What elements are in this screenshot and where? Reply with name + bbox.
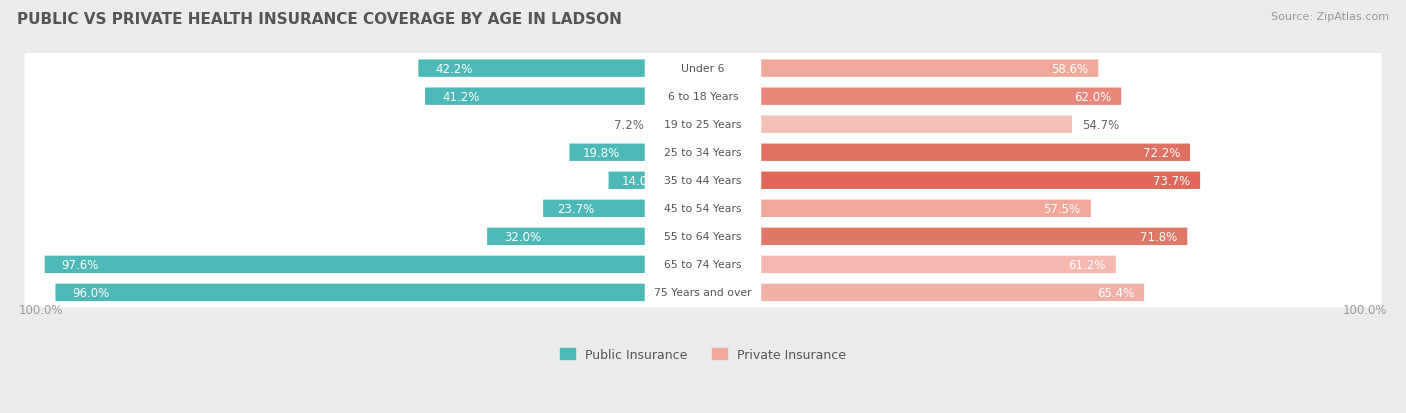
FancyBboxPatch shape xyxy=(645,254,761,275)
FancyBboxPatch shape xyxy=(703,172,1201,190)
FancyBboxPatch shape xyxy=(645,142,761,164)
FancyBboxPatch shape xyxy=(703,88,1121,106)
FancyBboxPatch shape xyxy=(24,82,1382,112)
Text: 7.2%: 7.2% xyxy=(614,119,644,131)
Text: 96.0%: 96.0% xyxy=(72,286,110,299)
FancyBboxPatch shape xyxy=(24,54,1382,84)
Text: 42.2%: 42.2% xyxy=(436,62,472,76)
Text: 19.8%: 19.8% xyxy=(583,146,620,159)
FancyBboxPatch shape xyxy=(645,58,761,80)
FancyBboxPatch shape xyxy=(24,278,1382,308)
Text: 32.0%: 32.0% xyxy=(503,230,541,243)
FancyBboxPatch shape xyxy=(703,200,1091,218)
FancyBboxPatch shape xyxy=(609,172,703,190)
FancyBboxPatch shape xyxy=(703,116,1071,133)
FancyBboxPatch shape xyxy=(45,256,703,273)
Text: 41.2%: 41.2% xyxy=(441,90,479,103)
FancyBboxPatch shape xyxy=(703,228,1187,245)
FancyBboxPatch shape xyxy=(24,110,1382,140)
Text: Under 6: Under 6 xyxy=(682,64,724,74)
FancyBboxPatch shape xyxy=(703,60,1098,78)
FancyBboxPatch shape xyxy=(645,170,761,192)
Text: 73.7%: 73.7% xyxy=(1153,174,1189,188)
FancyBboxPatch shape xyxy=(645,86,761,108)
Text: 35 to 44 Years: 35 to 44 Years xyxy=(664,176,742,186)
FancyBboxPatch shape xyxy=(24,222,1382,252)
FancyBboxPatch shape xyxy=(703,284,1144,301)
FancyBboxPatch shape xyxy=(24,166,1382,196)
FancyBboxPatch shape xyxy=(24,194,1382,224)
Text: 14.0%: 14.0% xyxy=(621,174,659,188)
Text: 57.5%: 57.5% xyxy=(1043,202,1081,215)
Text: 23.7%: 23.7% xyxy=(557,202,593,215)
FancyBboxPatch shape xyxy=(703,144,1189,161)
Text: 97.6%: 97.6% xyxy=(62,258,98,271)
Text: 45 to 54 Years: 45 to 54 Years xyxy=(664,204,742,214)
Text: 72.2%: 72.2% xyxy=(1143,146,1180,159)
Text: 61.2%: 61.2% xyxy=(1069,258,1105,271)
Text: 65 to 74 Years: 65 to 74 Years xyxy=(664,260,742,270)
FancyBboxPatch shape xyxy=(645,226,761,248)
FancyBboxPatch shape xyxy=(654,116,703,133)
Text: 6 to 18 Years: 6 to 18 Years xyxy=(668,92,738,102)
Text: 58.6%: 58.6% xyxy=(1052,62,1088,76)
FancyBboxPatch shape xyxy=(645,282,761,304)
FancyBboxPatch shape xyxy=(55,284,703,301)
FancyBboxPatch shape xyxy=(645,114,761,136)
Text: Source: ZipAtlas.com: Source: ZipAtlas.com xyxy=(1271,12,1389,22)
Text: 19 to 25 Years: 19 to 25 Years xyxy=(664,120,742,130)
FancyBboxPatch shape xyxy=(543,200,703,218)
FancyBboxPatch shape xyxy=(569,144,703,161)
Text: 100.0%: 100.0% xyxy=(1343,304,1388,316)
Text: 55 to 64 Years: 55 to 64 Years xyxy=(664,232,742,242)
FancyBboxPatch shape xyxy=(425,88,703,106)
Text: 62.0%: 62.0% xyxy=(1074,90,1111,103)
Text: 25 to 34 Years: 25 to 34 Years xyxy=(664,148,742,158)
Text: 100.0%: 100.0% xyxy=(18,304,63,316)
FancyBboxPatch shape xyxy=(645,198,761,220)
FancyBboxPatch shape xyxy=(24,138,1382,168)
Text: PUBLIC VS PRIVATE HEALTH INSURANCE COVERAGE BY AGE IN LADSON: PUBLIC VS PRIVATE HEALTH INSURANCE COVER… xyxy=(17,12,621,27)
Text: 75 Years and over: 75 Years and over xyxy=(654,288,752,298)
FancyBboxPatch shape xyxy=(703,256,1116,273)
FancyBboxPatch shape xyxy=(24,249,1382,280)
FancyBboxPatch shape xyxy=(419,60,703,78)
Text: 71.8%: 71.8% xyxy=(1140,230,1177,243)
Text: 54.7%: 54.7% xyxy=(1083,119,1119,131)
Legend: Public Insurance, Private Insurance: Public Insurance, Private Insurance xyxy=(555,343,851,366)
Text: 65.4%: 65.4% xyxy=(1097,286,1135,299)
FancyBboxPatch shape xyxy=(486,228,703,245)
